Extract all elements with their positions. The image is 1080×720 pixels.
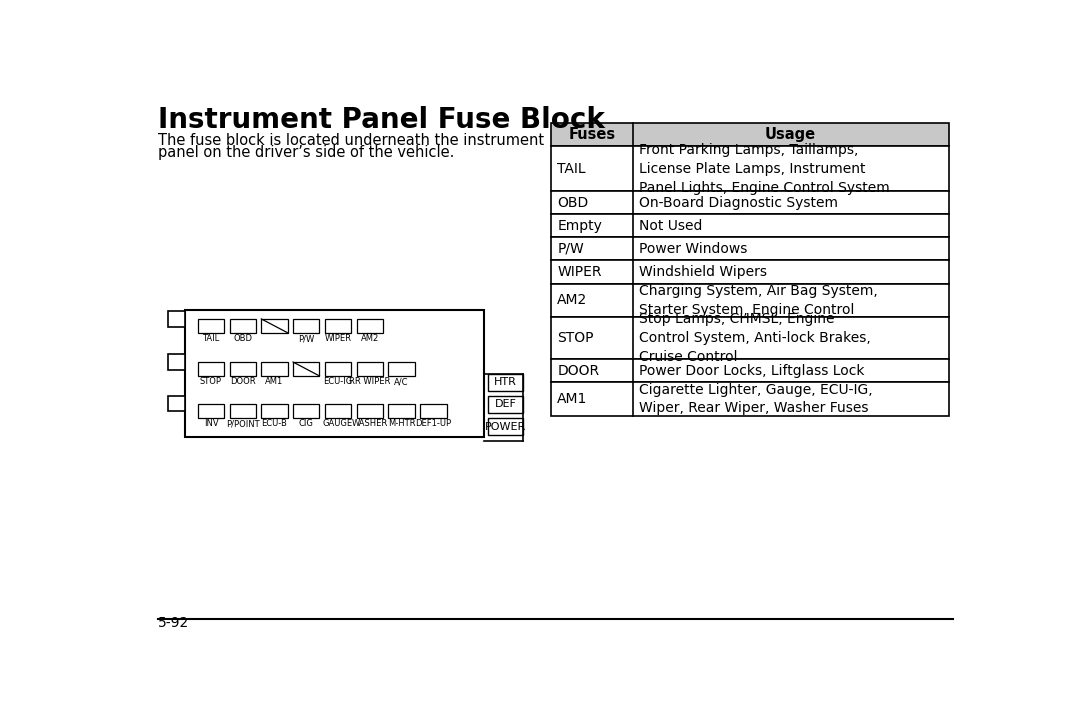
Bar [198, 362, 225, 376]
Bar [293, 404, 320, 418]
Text: M-HTR: M-HTR [388, 419, 416, 428]
Bar [230, 362, 256, 376]
Text: P/W: P/W [298, 334, 314, 343]
Text: RR WIPER: RR WIPER [349, 377, 391, 387]
Text: AM1: AM1 [266, 377, 284, 387]
Bar [551, 215, 948, 238]
Text: P/POINT: P/POINT [226, 419, 259, 428]
Bar [168, 396, 186, 411]
Text: Charging System, Air Bag System,
Starter System, Engine Control: Charging System, Air Bag System, Starter… [638, 284, 877, 317]
Text: Front Parking Lamps, Taillamps,
License Plate Lamps, Instrument
Panel Lights, En: Front Parking Lamps, Taillamps, License … [638, 143, 890, 194]
Bar [551, 359, 948, 382]
Bar [261, 404, 287, 418]
Text: Instrument Panel Fuse Block: Instrument Panel Fuse Block [159, 106, 605, 134]
Text: The fuse block is located underneath the instrument: The fuse block is located underneath the… [159, 132, 544, 148]
Text: A/C: A/C [394, 377, 409, 387]
Text: OBD: OBD [557, 196, 589, 210]
Bar [551, 191, 948, 215]
Text: P/W: P/W [557, 242, 584, 256]
Text: Empty: Empty [557, 219, 603, 233]
Text: OBD: OBD [233, 334, 253, 343]
Bar [551, 318, 948, 359]
Text: ECU-B: ECU-B [261, 419, 287, 428]
Text: Fuses: Fuses [568, 127, 616, 143]
Text: HTR: HTR [494, 377, 517, 387]
Bar [293, 319, 320, 333]
Text: TAIL: TAIL [202, 334, 219, 343]
Text: Not Used: Not Used [638, 219, 702, 233]
Bar [551, 284, 948, 318]
Text: Power Windows: Power Windows [638, 242, 747, 256]
Text: AM1: AM1 [557, 392, 588, 406]
Text: CIG: CIG [299, 419, 313, 428]
Text: WASHER: WASHER [352, 419, 388, 428]
Text: panel on the driver’s side of the vehicle.: panel on the driver’s side of the vehicl… [159, 145, 455, 160]
Text: On-Board Diagnostic System: On-Board Diagnostic System [638, 196, 838, 210]
Bar [325, 362, 351, 376]
Text: ECU-IG: ECU-IG [323, 377, 353, 387]
Text: STOP: STOP [557, 331, 594, 345]
Bar [261, 319, 287, 333]
Text: STOP: STOP [200, 377, 222, 387]
Text: DEF1-UP: DEF1-UP [416, 419, 451, 428]
Bar [261, 362, 287, 376]
Bar [389, 404, 415, 418]
Bar [168, 311, 186, 327]
Bar [551, 382, 948, 416]
Bar [551, 238, 948, 261]
Bar [230, 404, 256, 418]
Text: DOOR: DOOR [230, 377, 256, 387]
Text: Power Door Locks, Liftglass Lock: Power Door Locks, Liftglass Lock [638, 364, 864, 377]
Text: TAIL: TAIL [557, 162, 586, 176]
Text: INV: INV [204, 419, 218, 428]
Bar [325, 319, 351, 333]
Text: POWER: POWER [485, 422, 526, 432]
Text: WIPER: WIPER [557, 265, 602, 279]
Text: WIPER: WIPER [325, 334, 352, 343]
Bar [168, 354, 186, 370]
Text: Stop Lamps, CHMSL, Engine
Control System, Anti-lock Brakes,
Cruise Control: Stop Lamps, CHMSL, Engine Control System… [638, 312, 870, 364]
Text: Cigarette Lighter, Gauge, ECU-IG,
Wiper, Rear Wiper, Washer Fuses: Cigarette Lighter, Gauge, ECU-IG, Wiper,… [638, 382, 873, 415]
Bar [551, 146, 948, 191]
Text: DEF: DEF [495, 400, 516, 410]
Bar [551, 261, 948, 284]
Bar [198, 319, 225, 333]
Bar [488, 374, 524, 390]
Text: GAUGE: GAUGE [323, 419, 353, 428]
Bar [488, 418, 524, 435]
Bar [356, 319, 383, 333]
Text: AM2: AM2 [557, 294, 588, 307]
Text: AM2: AM2 [361, 334, 379, 343]
Bar [356, 362, 383, 376]
Bar [325, 404, 351, 418]
Bar [551, 123, 948, 146]
Bar [230, 319, 256, 333]
Bar [389, 362, 415, 376]
Bar [198, 404, 225, 418]
Bar [488, 396, 524, 413]
Text: 5-92: 5-92 [159, 616, 189, 630]
Bar [420, 404, 446, 418]
Bar [293, 362, 320, 376]
Text: DOOR: DOOR [557, 364, 599, 377]
Text: Windshield Wipers: Windshield Wipers [638, 265, 767, 279]
Bar [186, 310, 484, 437]
Text: Usage: Usage [765, 127, 816, 143]
Bar [356, 404, 383, 418]
